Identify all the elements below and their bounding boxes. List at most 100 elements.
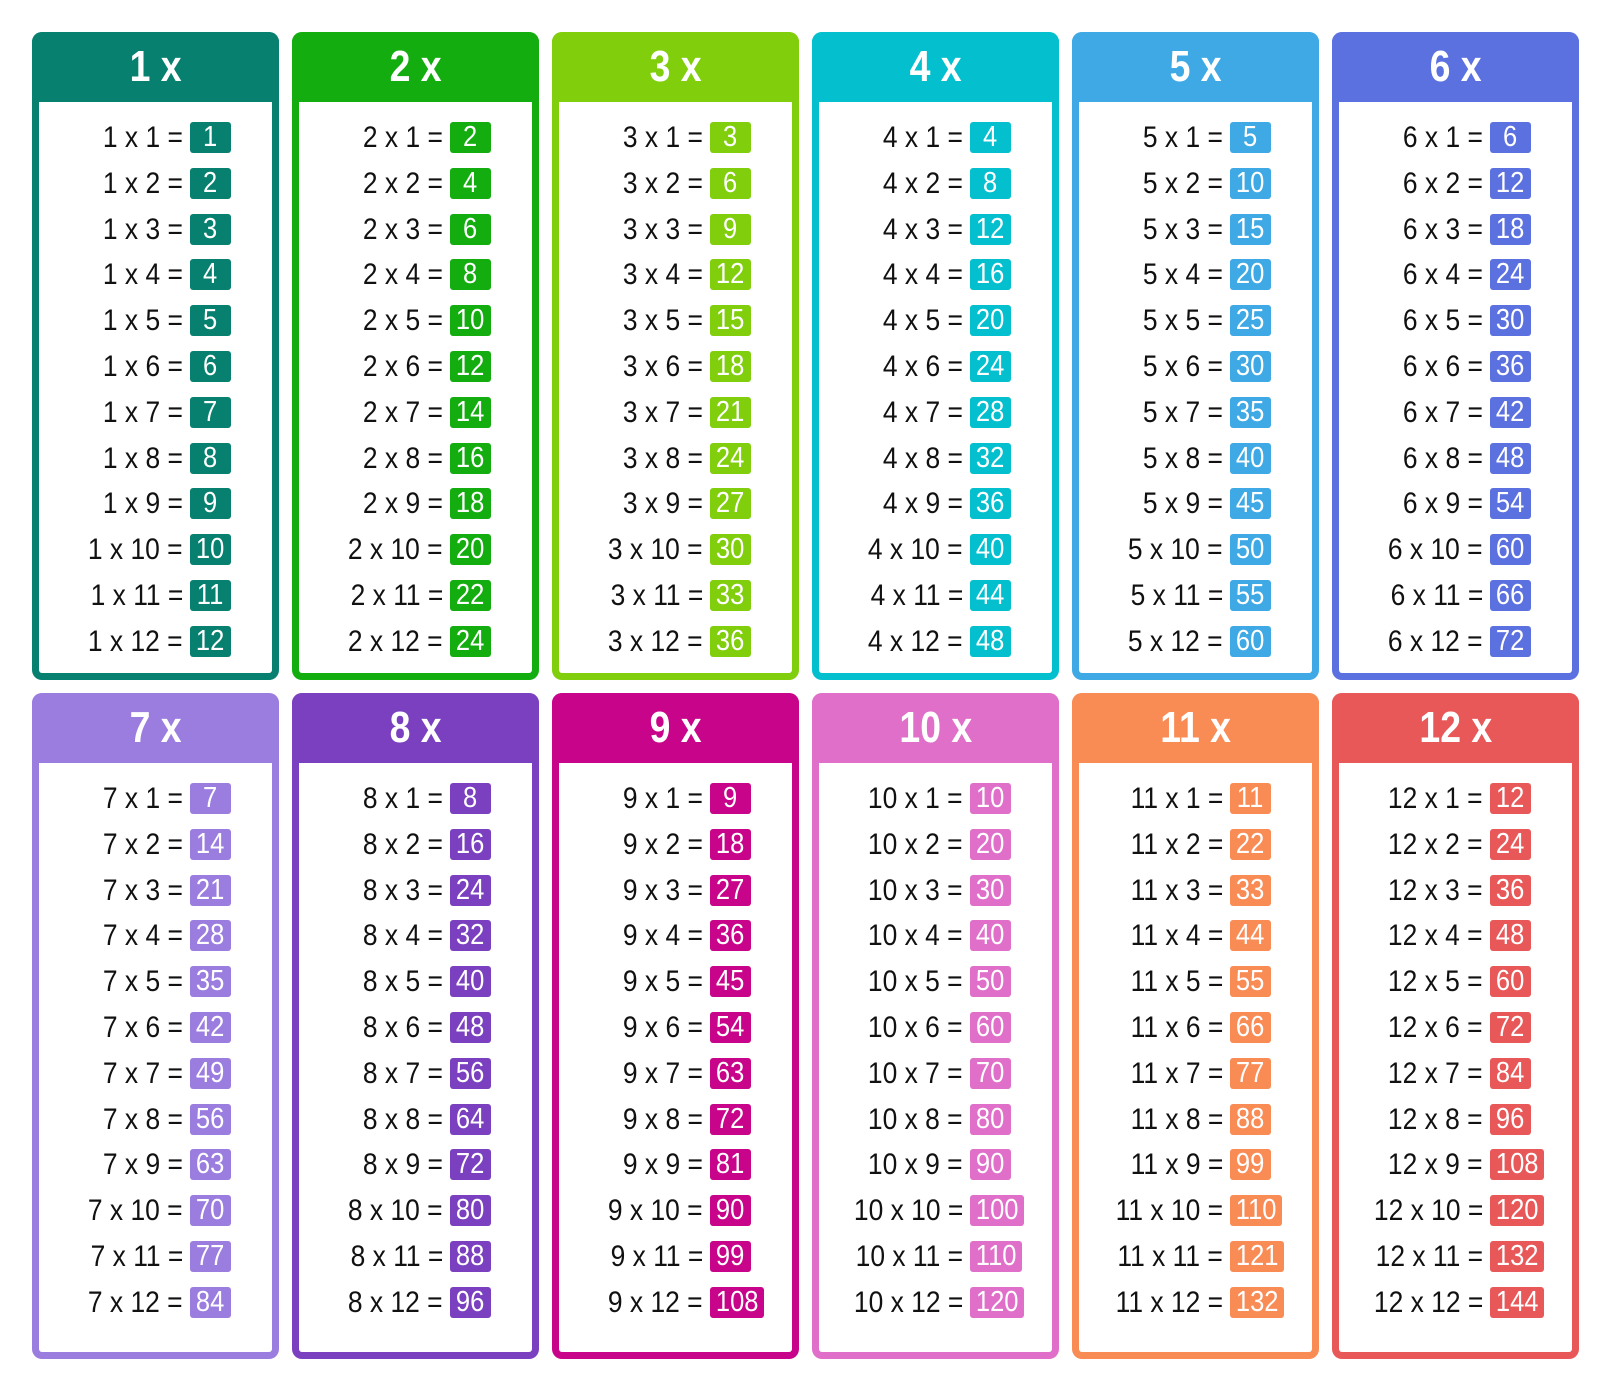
- table-header: 9 x: [552, 693, 799, 763]
- result-badge: 3: [190, 213, 231, 245]
- result-value: 6: [463, 212, 478, 245]
- result-badge: 18: [710, 350, 751, 382]
- result-value: 40: [976, 533, 1005, 566]
- result-value: 36: [716, 919, 745, 952]
- result-badge: 56: [190, 1103, 231, 1135]
- equation: 2 x 5 =: [363, 304, 443, 338]
- result-badge: 40: [450, 966, 491, 998]
- equation: 11 x 6 =: [1130, 1010, 1223, 1044]
- result-value: 6: [723, 166, 738, 199]
- table-header: 5 x: [1072, 32, 1319, 102]
- equation: 1 x 3 =: [103, 212, 183, 246]
- result-badge: 120: [1490, 1195, 1545, 1227]
- equation: 2 x 10 =: [348, 533, 443, 567]
- table-row: 6 x 11 = 66: [1339, 576, 1572, 622]
- result-value: 4: [463, 166, 478, 199]
- times-table-card: 12 x 12 x 1 = 12 12 x 2 = 24 12 x 3 = 36…: [1332, 693, 1579, 1359]
- result-value: 20: [976, 827, 1005, 860]
- times-table-card: 10 x 10 x 1 = 10 10 x 2 = 20 10 x 3 = 30…: [812, 693, 1059, 1359]
- result-value: 64: [456, 1102, 485, 1135]
- result-badge: 84: [1490, 1057, 1531, 1089]
- result-badge: 15: [1230, 212, 1271, 245]
- equation: 9 x 9 =: [623, 1148, 703, 1182]
- result-badge: 28: [190, 919, 231, 952]
- table-row: 5 x 3 = 15: [1079, 210, 1312, 256]
- result-value: 45: [1236, 487, 1265, 520]
- equation: 6 x 7 =: [1403, 395, 1483, 429]
- result-badge: 25: [1230, 305, 1271, 337]
- table-row: 12 x 8 = 96: [1339, 1100, 1572, 1146]
- table-row: 12 x 3 = 36: [1339, 871, 1572, 917]
- result-value: 50: [976, 965, 1005, 998]
- result-badge: 10: [190, 534, 231, 566]
- result-badge: 45: [710, 966, 751, 998]
- table-header: 1 x: [32, 32, 279, 102]
- result-value: 6: [1503, 121, 1518, 153]
- equation: 2 x 6 =: [363, 349, 443, 383]
- result-value: 16: [456, 441, 485, 474]
- table-row: 4 x 10 = 40: [819, 530, 1052, 576]
- equation: 4 x 5 =: [883, 304, 963, 338]
- table-row: 4 x 11 = 44: [819, 576, 1052, 622]
- equation: 8 x 9 =: [363, 1148, 443, 1182]
- table-row: 9 x 7 = 63: [559, 1054, 792, 1100]
- result-badge: 72: [450, 1149, 491, 1181]
- table-title: 6 x: [1429, 42, 1482, 91]
- result-value: 28: [196, 919, 225, 952]
- result-value: 18: [716, 827, 745, 860]
- table-row: 9 x 8 = 72: [559, 1100, 792, 1146]
- result-badge: 18: [450, 488, 491, 520]
- result-badge: 30: [1230, 350, 1271, 382]
- result-value: 54: [1496, 487, 1525, 520]
- result-value: 5: [1243, 121, 1258, 153]
- equation: 9 x 2 =: [623, 827, 703, 861]
- table-row: 9 x 1 = 9: [559, 779, 792, 825]
- table-row: 9 x 11 = 99: [559, 1237, 792, 1283]
- result-value: 27: [716, 873, 745, 906]
- equation: 9 x 4 =: [623, 919, 703, 953]
- result-badge: 60: [1490, 966, 1531, 998]
- table-row: 11 x 9 = 99: [1079, 1145, 1312, 1191]
- equation: 10 x 4 =: [868, 919, 963, 953]
- result-badge: 35: [1230, 396, 1271, 428]
- result-value: 33: [716, 578, 745, 611]
- result-value: 72: [1496, 624, 1525, 657]
- table-row: 10 x 2 = 20: [819, 825, 1052, 871]
- equation: 7 x 7 =: [103, 1056, 183, 1090]
- equation: 6 x 9 =: [1403, 487, 1483, 521]
- result-badge: 90: [710, 1195, 751, 1227]
- equation: 7 x 5 =: [103, 965, 183, 999]
- result-badge: 44: [970, 579, 1011, 611]
- result-badge: 36: [1490, 874, 1531, 906]
- result-value: 16: [456, 827, 485, 860]
- table-title: 1 x: [129, 42, 182, 91]
- table-row: 12 x 4 = 48: [1339, 916, 1572, 962]
- table-row: 5 x 2 = 10: [1079, 164, 1312, 210]
- table-row: 12 x 11 = 132: [1339, 1237, 1572, 1283]
- equation: 1 x 12 =: [88, 624, 183, 658]
- table-row: 4 x 2 = 8: [819, 164, 1052, 210]
- table-row: 6 x 6 = 36: [1339, 347, 1572, 393]
- result-value: 15: [1236, 212, 1265, 245]
- equation: 7 x 8 =: [103, 1102, 183, 1136]
- result-value: 10: [456, 304, 485, 337]
- equation: 6 x 12 =: [1388, 624, 1483, 658]
- result-value: 54: [716, 1010, 745, 1043]
- equation: 5 x 12 =: [1128, 624, 1223, 658]
- table-row: 2 x 6 = 12: [299, 347, 532, 393]
- result-value: 8: [983, 166, 998, 199]
- result-badge: 4: [190, 259, 231, 291]
- result-badge: 32: [450, 920, 491, 952]
- result-badge: 40: [1230, 442, 1271, 474]
- result-value: 56: [456, 1056, 485, 1089]
- result-value: 121: [1235, 1239, 1279, 1272]
- equation: 6 x 3 =: [1403, 212, 1483, 246]
- result-badge: 48: [1490, 442, 1531, 474]
- table-row: 10 x 8 = 80: [819, 1100, 1052, 1146]
- table-row: 9 x 9 = 81: [559, 1145, 792, 1191]
- equation: 4 x 4 =: [883, 258, 963, 292]
- result-badge: 8: [450, 783, 491, 814]
- table-row: 10 x 11 = 110: [819, 1237, 1052, 1283]
- equation: 3 x 12 =: [608, 624, 703, 658]
- result-value: 60: [976, 1010, 1005, 1043]
